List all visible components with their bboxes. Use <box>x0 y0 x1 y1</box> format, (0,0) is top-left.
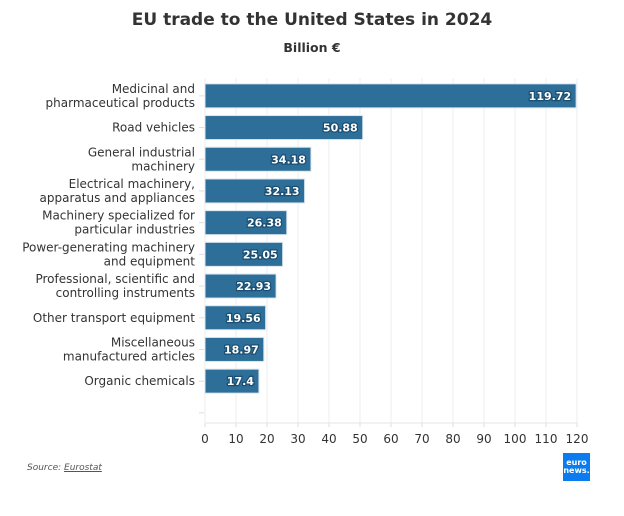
bars: 119.72 50.88 34.18 32.13 26.38 25.05 22.93 19.5… <box>204 83 577 394</box>
chart-subtitle: Billion € <box>283 40 341 55</box>
bar <box>204 305 267 331</box>
value-label: 17.4 <box>227 375 254 388</box>
euronews-logo: euro news. <box>563 453 590 481</box>
category-label: Organic chemicals <box>84 374 195 388</box>
value-label: 22.93 <box>236 280 271 293</box>
x-tick-label: 60 <box>383 432 398 446</box>
category-label: Other transport equipment <box>33 311 195 325</box>
x-tick-label: 40 <box>321 432 336 446</box>
chart-title: EU trade to the United States in 2024 <box>131 10 493 30</box>
bar <box>204 115 364 141</box>
value-label: 34.18 <box>271 153 306 166</box>
bar <box>204 178 306 204</box>
source-prefix: Source: <box>27 463 65 473</box>
category-label: Professional, scientific and <box>35 272 195 286</box>
category-label: machinery <box>131 159 195 173</box>
source-link[interactable]: Eurostat <box>64 463 102 473</box>
bar <box>204 210 288 236</box>
value-label: 32.13 <box>265 185 300 198</box>
value-label: 19.56 <box>226 312 261 325</box>
x-axis: 0 10 20 30 40 50 60 70 80 90 100 110 120 <box>201 422 589 446</box>
x-tick-label: 110 <box>535 432 558 446</box>
category-label: controlling instruments <box>56 286 195 300</box>
bar <box>204 83 577 109</box>
x-tick-label: 50 <box>352 432 367 446</box>
category-label: Medicinal and <box>112 82 195 96</box>
value-label: 26.38 <box>247 217 282 230</box>
value-label: 25.05 <box>243 248 278 261</box>
category-label: and equipment <box>104 254 196 268</box>
category-label: General industrial <box>88 145 195 159</box>
x-tick-label: 120 <box>566 432 589 446</box>
logo-line-1: euro <box>566 458 587 467</box>
x-tick-label: 80 <box>445 432 460 446</box>
value-label: 18.97 <box>224 343 259 356</box>
category-label: particular industries <box>74 223 195 237</box>
x-tick-label: 70 <box>414 432 429 446</box>
bar <box>204 273 277 299</box>
value-label: 50.88 <box>323 122 358 135</box>
x-tick-label: 90 <box>476 432 491 446</box>
bar <box>204 146 312 172</box>
x-tick-label: 100 <box>504 432 527 446</box>
category-label: apparatus and appliances <box>40 191 195 205</box>
category-label: manufactured articles <box>63 349 195 363</box>
bar <box>204 241 284 267</box>
bar <box>204 336 265 362</box>
category-label: Road vehicles <box>112 121 195 135</box>
category-label: Electrical machinery, <box>69 177 195 191</box>
x-tick-label: 10 <box>228 432 243 446</box>
x-tick-label: 0 <box>201 432 209 446</box>
category-label: Machinery specialized for <box>42 209 195 223</box>
logo-line-2: news. <box>563 466 590 475</box>
category-label: pharmaceutical products <box>46 96 195 110</box>
bar <box>204 368 260 394</box>
value-label: 119.72 <box>529 90 571 103</box>
x-tick-label: 30 <box>290 432 305 446</box>
category-label: Miscellaneous <box>111 335 195 349</box>
category-label: Power-generating machinery <box>22 240 195 254</box>
source-note: Source: Eurostat <box>27 463 102 473</box>
x-tick-label: 20 <box>259 432 274 446</box>
